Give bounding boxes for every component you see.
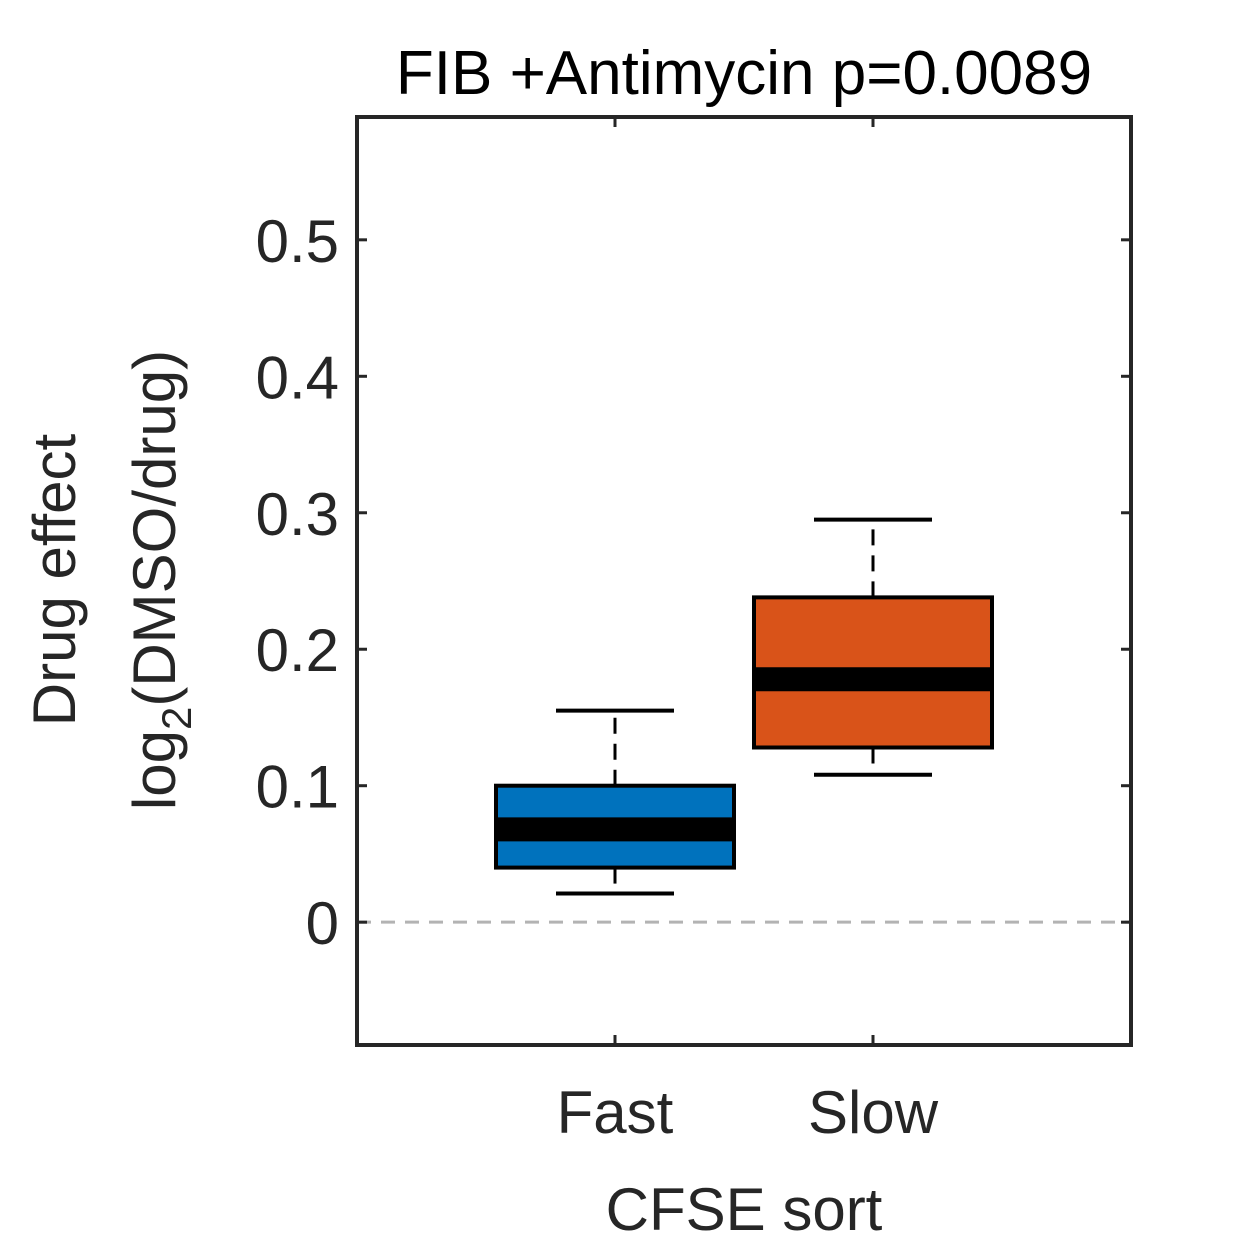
y-axis-label-2: log2(DMSO/drug)	[121, 350, 200, 810]
y-tick-label: 0.4	[256, 344, 339, 411]
x-axis-label: CFSE sort	[606, 1176, 883, 1243]
y-label-ratio: (DMSO/drug)	[121, 350, 188, 707]
y-tick-label: 0.5	[256, 208, 339, 275]
y-axis-label-line2: log2(DMSO/drug)	[121, 350, 200, 810]
y-tick-label: 0	[306, 890, 339, 957]
plot-area: 0 0.1 0.2 0.3 0.4 0.5 Fast Slow	[256, 115, 1133, 1146]
y-label-log: log	[121, 730, 188, 810]
y-tick-label: 0.2	[256, 617, 339, 684]
chart-title: FIB +Antimycin p=0.0089	[396, 39, 1092, 108]
y-label-sub: 2	[153, 707, 200, 730]
x-tick-label: Fast	[557, 1079, 674, 1146]
x-tick-label: Slow	[808, 1079, 939, 1146]
y-tick-label: 0.3	[256, 481, 339, 548]
y-axis-label: Drug effect	[21, 433, 88, 726]
y-axis-label-line1: Drug effect	[21, 433, 88, 726]
axes-frame	[355, 115, 1133, 1047]
y-tick-label: 0.1	[256, 754, 339, 821]
